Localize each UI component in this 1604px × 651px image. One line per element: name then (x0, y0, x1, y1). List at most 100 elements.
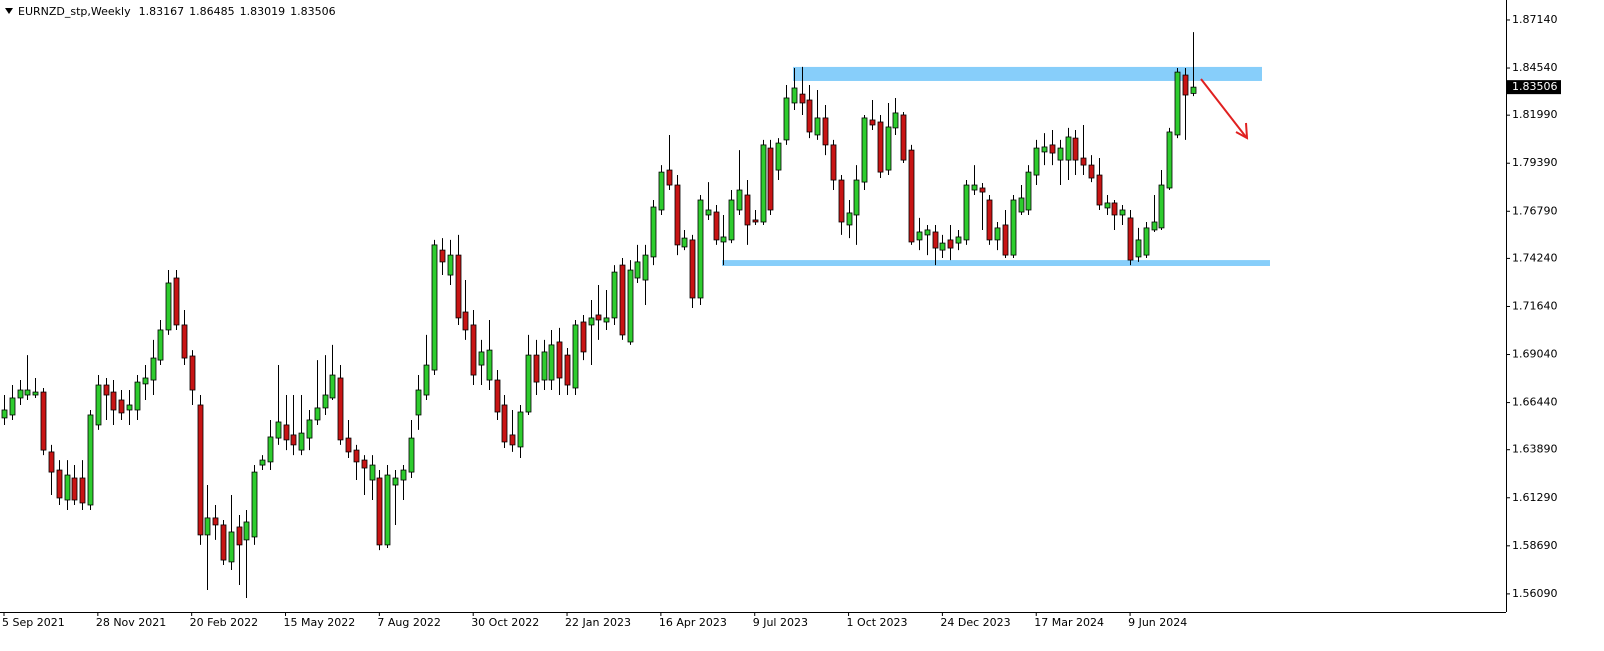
candle-body-up (126, 404, 133, 411)
candle-body-down (40, 391, 47, 451)
candle-body-up (298, 432, 305, 451)
candle-body-down (290, 434, 297, 446)
candle-body-up (1143, 227, 1150, 256)
candle-body-up (1057, 147, 1064, 161)
candle-body-up (431, 244, 438, 371)
x-tick-label: 30 Oct 2022 (471, 616, 539, 629)
candle-body-up (548, 344, 555, 381)
candle-body-up (939, 242, 946, 251)
candle-body-up (322, 394, 329, 409)
candle-body-down (619, 264, 626, 336)
candle-body-up (329, 374, 336, 399)
header-close: 1.83506 (290, 5, 336, 18)
candle-body-up (259, 459, 266, 466)
candle-body-down (666, 169, 673, 186)
candle-body-up (916, 231, 923, 241)
zone (793, 66, 1262, 81)
y-tick-label: 1.69040 (1512, 348, 1558, 361)
chart-header: EURNZD_stp,Weekly 1.83167 1.86485 1.83019 1.… (18, 5, 336, 18)
candle-body-up (892, 112, 899, 129)
candle-body-down (767, 147, 774, 211)
candle-body-up (885, 126, 892, 171)
candle-body-down (376, 477, 383, 546)
menu-triangle (5, 8, 13, 14)
candle-body-up (588, 317, 595, 326)
candle-body-up (267, 436, 274, 463)
candle-body-up (627, 269, 634, 343)
x-tick-label: 9 Jun 2024 (1128, 616, 1187, 629)
candle-body-up (392, 477, 399, 486)
candle-body-down (1080, 157, 1087, 166)
zone (722, 260, 1270, 266)
candle-body-up (134, 381, 141, 411)
x-tick-label: 5 Sep 2021 (2, 616, 65, 629)
x-tick-label: 22 Jan 2023 (565, 616, 631, 629)
candle-body-up (736, 189, 743, 211)
candle-body-up (95, 384, 102, 426)
candle-body-down (822, 117, 829, 146)
candle-body-up (1065, 136, 1072, 161)
candle-body-down (869, 119, 876, 126)
candle-body-down (71, 477, 78, 501)
candle-body-up (791, 87, 798, 104)
candle-body-up (525, 354, 532, 413)
candle-body-down (462, 311, 469, 331)
candle-body-up (728, 199, 735, 241)
candle-body-up (963, 184, 970, 241)
candle-body-down (501, 404, 508, 443)
candle-body-down (689, 239, 696, 299)
candle-body-down (212, 517, 219, 526)
candle-body-up (541, 351, 548, 381)
y-tick-label: 1.66440 (1512, 396, 1558, 409)
x-tick-label: 1 Oct 2023 (847, 616, 908, 629)
candle-body-down (595, 314, 602, 321)
x-tick-label: 28 Nov 2021 (96, 616, 166, 629)
candle-body-down (556, 341, 563, 379)
arrow-shaft (1200, 78, 1247, 138)
candle-body-up (681, 237, 688, 248)
candle-body-down (947, 239, 954, 249)
candle-body-up (408, 437, 415, 473)
candle-body-down (674, 184, 681, 246)
candle-body-up (306, 419, 313, 439)
candle-body-down (173, 277, 180, 326)
candle-body-down (79, 477, 86, 504)
candle-body-up (1010, 199, 1017, 256)
y-tick-label: 1.87140 (1512, 13, 1558, 26)
candle-body-up (1190, 86, 1197, 94)
candle-body-down (439, 249, 446, 263)
last-price-box (1507, 80, 1561, 95)
candle-body-up (572, 324, 579, 389)
candle-body-down (908, 149, 915, 243)
candle-body-up (243, 521, 250, 541)
candle-body-down (110, 391, 117, 411)
candle-body-down (900, 114, 907, 161)
candle-body-up (228, 531, 235, 563)
candle-body-down (932, 231, 939, 249)
y-tick-label: 1.58690 (1512, 539, 1558, 552)
y-tick-label: 1.63890 (1512, 443, 1558, 456)
arrow (1200, 78, 1249, 140)
candle-body-up (861, 117, 868, 183)
candle-body-up (1119, 209, 1126, 216)
candle-body-up (1158, 184, 1165, 229)
candle-body-down (361, 459, 368, 469)
candle-body-down (1182, 74, 1189, 96)
y-tick-label: 1.71640 (1512, 299, 1558, 312)
candle-body-up (1, 409, 8, 419)
candle-body-down (580, 321, 587, 353)
candle-body-up (17, 389, 24, 399)
candle-body-down (830, 144, 837, 181)
candle-body-down (197, 404, 204, 536)
candle-body-down (1111, 202, 1118, 216)
header-low: 1.83019 (240, 5, 286, 18)
candle-body-up (369, 464, 376, 481)
candle-body-down (799, 93, 806, 104)
candle-body-up (634, 261, 641, 279)
candle-body-down (1049, 144, 1056, 154)
header-high: 1.86485 (189, 5, 235, 18)
candle-body-down (986, 199, 993, 241)
candle-body-down (48, 451, 55, 473)
candle-body-down (56, 469, 63, 499)
